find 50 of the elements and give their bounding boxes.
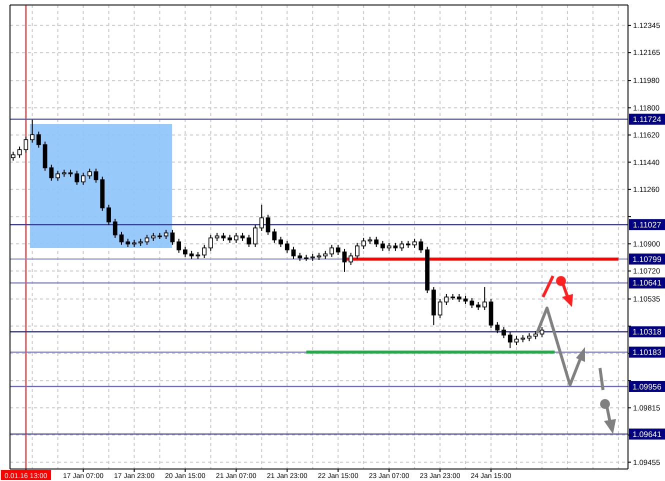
ref-line-label: 1.10641 <box>632 278 662 288</box>
candlestick <box>336 244 340 256</box>
candlestick <box>380 240 385 252</box>
candlestick <box>202 244 207 259</box>
candlestick <box>540 326 544 338</box>
candlestick <box>355 242 360 260</box>
candlestick <box>508 332 512 349</box>
candlestick <box>164 229 168 240</box>
candlestick <box>374 236 379 248</box>
candlestick <box>488 298 494 329</box>
candlestick <box>112 218 118 238</box>
candlestick <box>291 246 296 260</box>
ref-line-label: 1.09641 <box>632 430 662 439</box>
ref-line-label: 1.10799 <box>632 254 662 264</box>
candlestick <box>361 237 366 250</box>
candlestick <box>400 240 404 252</box>
candlestick <box>234 232 238 244</box>
candlestick <box>348 252 354 266</box>
candlestick <box>470 298 474 309</box>
candlestick <box>208 234 213 252</box>
candlestick <box>253 224 258 248</box>
candlestick <box>495 322 500 334</box>
ref-line-label: 1.11027 <box>632 220 662 230</box>
candlestick <box>176 238 182 254</box>
candlestick <box>30 119 34 144</box>
ref-line-label: 1.10318 <box>632 328 662 337</box>
candlestick <box>284 240 290 254</box>
candlestick <box>106 204 111 226</box>
candlestick <box>183 246 188 258</box>
candlestick <box>342 248 347 272</box>
candlestick <box>246 234 252 248</box>
candlestick <box>266 214 270 236</box>
ref-line-label: 1.09956 <box>632 382 662 392</box>
candlestick <box>119 231 124 246</box>
candlestick <box>74 170 80 186</box>
candlestick <box>81 172 86 186</box>
candlestick <box>56 170 60 182</box>
candlestick <box>278 236 283 248</box>
candlestick <box>49 164 54 182</box>
candlestick <box>87 168 92 180</box>
ref-line-label: 1.11724 <box>632 115 662 124</box>
candlestick <box>330 244 334 258</box>
candlestick <box>259 204 264 232</box>
candlestick <box>36 131 41 148</box>
ref-line-label: 1.10183 <box>632 348 662 357</box>
candlestick <box>502 326 506 339</box>
candlestick <box>272 228 277 244</box>
candlestick <box>482 286 487 310</box>
candlestick <box>42 141 48 172</box>
candlestick <box>170 229 175 246</box>
